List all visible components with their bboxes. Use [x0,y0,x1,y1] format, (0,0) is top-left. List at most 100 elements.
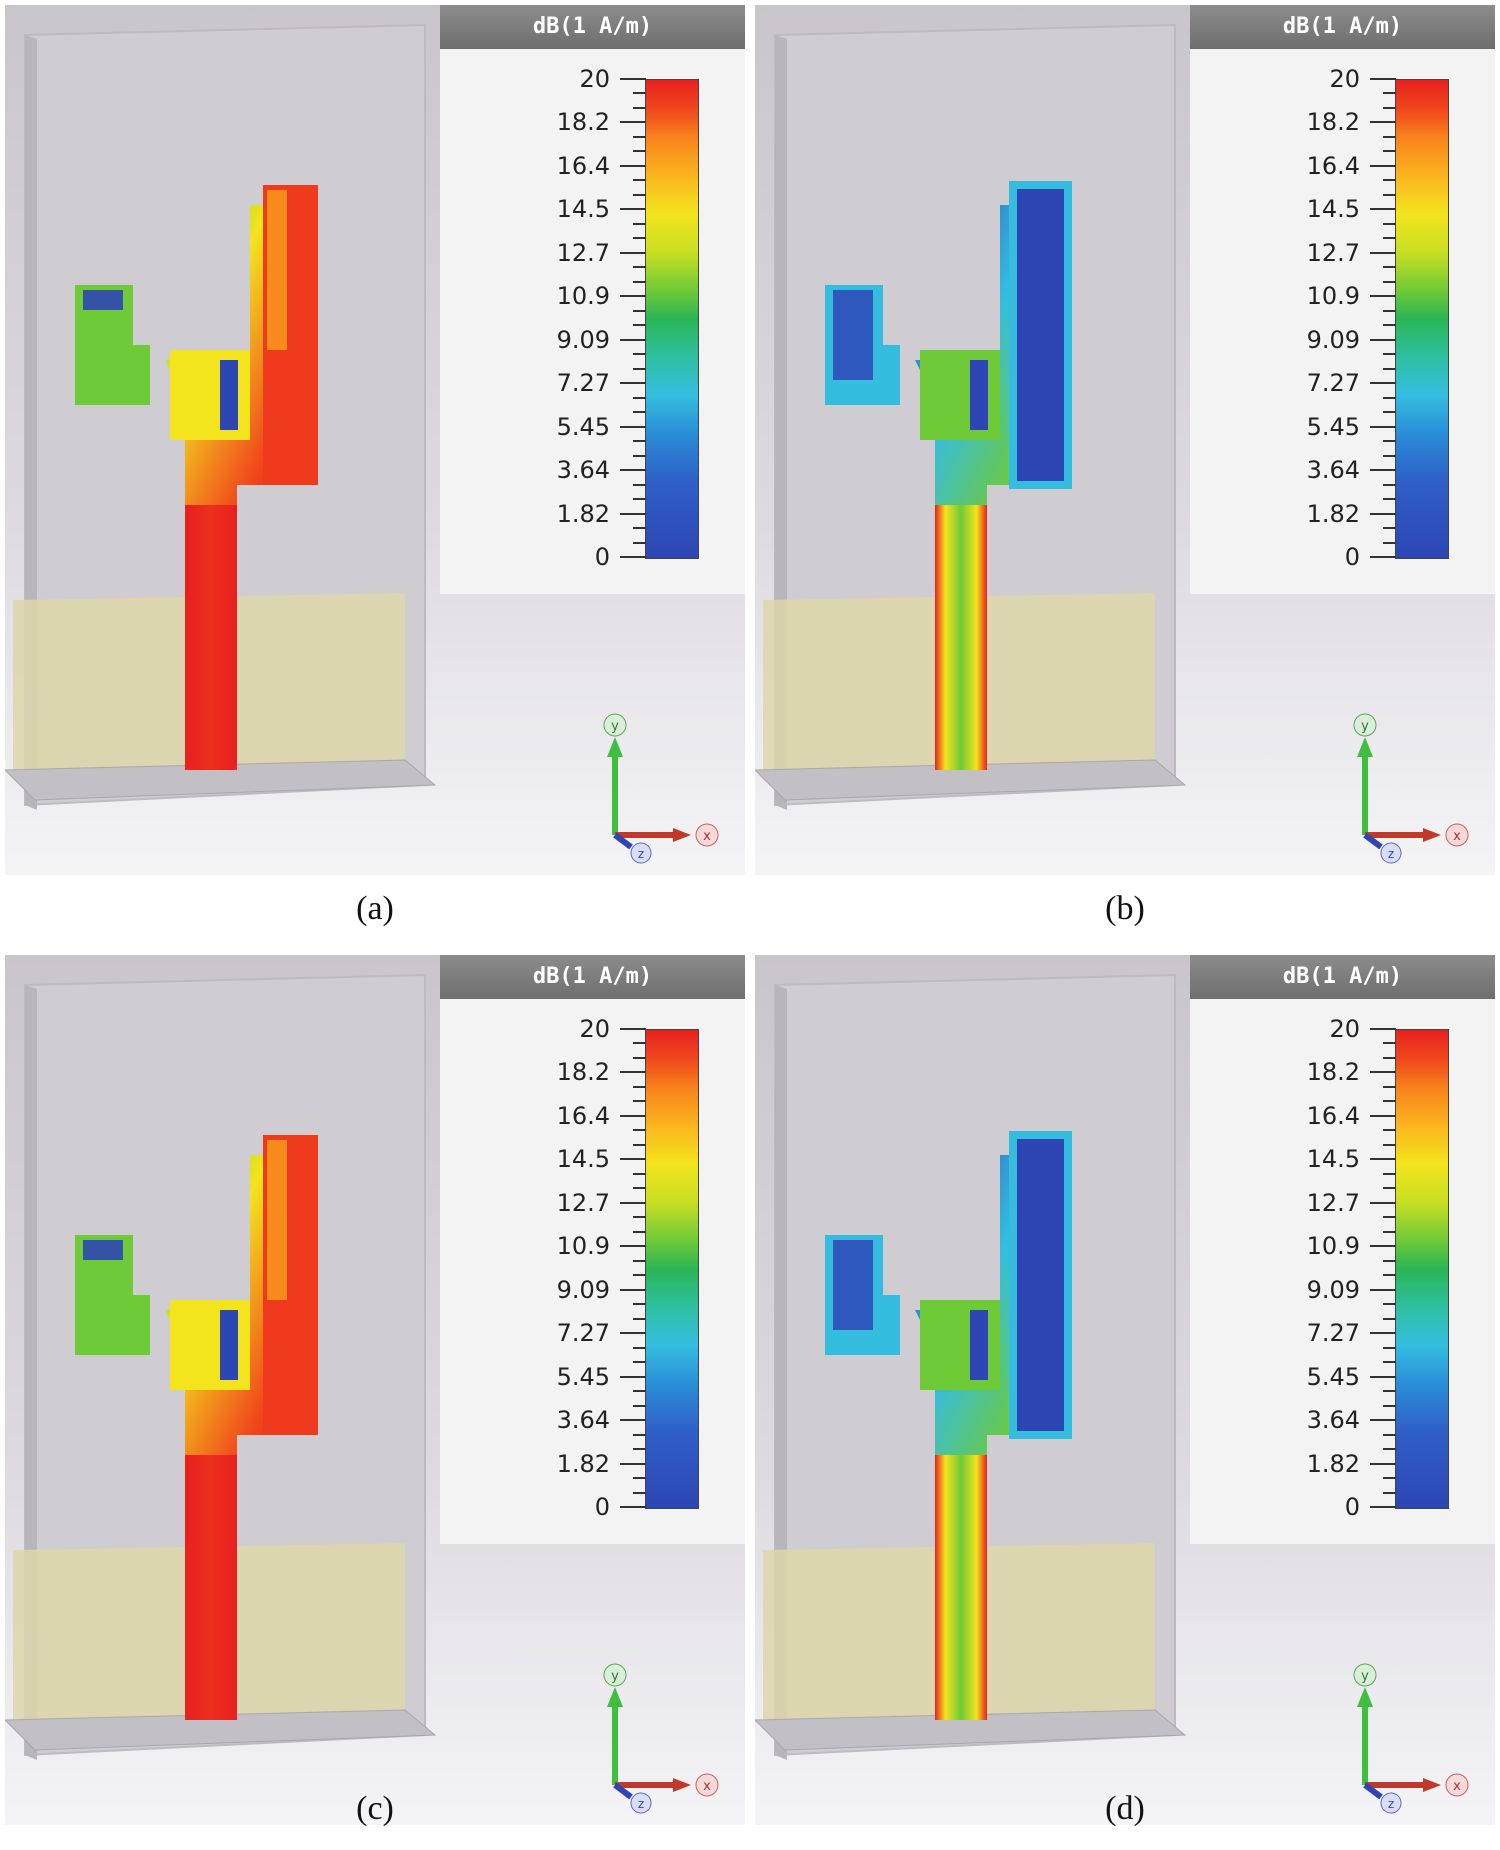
legend-tick-label: 18.2 [1306,1058,1360,1087]
color-scale-bar [645,1029,699,1509]
legend-minor-tick [1383,193,1396,196]
legend-minor-tick [633,150,646,153]
legend-minor-tick [633,179,646,182]
legend-tick-label: 1.82 [1306,1449,1360,1478]
legend-minor-tick [633,1259,646,1262]
legend-minor-tick [633,324,646,327]
legend-minor-tick [633,135,646,138]
legend-tick [620,338,646,341]
legend-tick-label: 16.4 [556,1101,610,1130]
legend-unit: dB(1 A/m) [440,955,745,999]
legend-tick-label: 14.5 [556,1145,610,1174]
legend-tick [1370,1028,1396,1030]
legend-tick [1370,1288,1396,1291]
legend-tick [1370,1419,1396,1422]
legend-tick-label: 3.64 [556,1406,610,1435]
legend-minor-tick [1383,280,1396,283]
legend-minor-tick [1383,1259,1396,1262]
legend-tick-label: 16.4 [1306,151,1360,180]
legend-tick [1370,1158,1396,1161]
legend-minor-tick [633,527,646,530]
legend-tick [620,251,646,254]
legend-minor-tick [1383,454,1396,457]
legend-tick [1370,1114,1396,1117]
legend: 20 18.2 16.4 14.5 12.7 10.9 9.09 7.27 5.45 3.64 1.… [1190,999,1495,1544]
axis-y-label: y [611,719,619,734]
legend-minor-tick [633,1477,646,1480]
color-scale-bar [645,79,699,559]
legend-tick [1370,1071,1396,1074]
legend-tick-label: 20 [579,1015,610,1043]
legend-tick [620,1375,646,1378]
legend-tick [620,1201,646,1204]
legend-tick-label: 1.82 [1306,499,1360,528]
legend-minor-tick [1383,106,1396,109]
legend-minor-tick [1383,483,1396,486]
legend-tick-label: 16.4 [1306,1101,1360,1130]
simulation-panel: y x z dB(1 A/m) 20 18.2 16.4 14.5 12.7 10.9 9.09 7.… [755,955,1495,1825]
legend-minor-tick [1383,135,1396,138]
axis-y-label: y [1361,719,1369,734]
panel-caption: (d) [1105,1790,1145,1827]
legend-minor-tick [633,1085,646,1088]
legend-tick-label: 18.2 [556,108,610,137]
legend-minor-tick [1383,367,1396,370]
legend-tick-label: 16.4 [556,151,610,180]
legend-tick-label: 9.09 [1306,325,1360,354]
axis-triad: y x z [603,713,719,864]
legend-tick [1370,208,1396,211]
legend-tick [620,382,646,385]
legend-tick [1370,425,1396,428]
legend-minor-tick [1383,1491,1396,1494]
legend-minor-tick [633,396,646,399]
legend-minor-tick [1383,237,1396,240]
legend-minor-tick [633,280,646,283]
legend-minor-tick [633,1230,646,1233]
legend-tick [620,295,646,298]
color-scale-bar [1395,79,1449,559]
legend-tick-label: 5.45 [1306,1362,1360,1391]
legend-tick [1370,251,1396,254]
axis-x-label: x [703,1779,711,1794]
legend-minor-tick [633,1042,646,1045]
legend-minor-tick [1383,324,1396,327]
legend-minor-tick [633,411,646,414]
legend-minor-tick [633,193,646,196]
legend-minor-tick [1383,498,1396,501]
axis-z-label: z [638,847,644,861]
axis-x-label: x [1453,1779,1461,1794]
legend-tick [620,1028,646,1030]
legend-tick-label: 1.82 [556,1449,610,1478]
legend-minor-tick [1383,1390,1396,1393]
legend-minor-tick [1383,353,1396,356]
legend-tick-label: 7.27 [1306,1319,1360,1348]
legend-tick-label: 10.9 [556,1232,610,1261]
color-scale-bar [1395,1029,1449,1509]
legend-minor-tick [633,1274,646,1277]
legend-minor-tick [633,541,646,544]
legend-tick-label: 1.82 [556,499,610,528]
legend-tick-label: 0 [594,1493,610,1521]
axis-x-label: x [703,829,711,844]
legend-tick-label: 14.5 [1306,195,1360,224]
base-plate [755,759,1187,801]
legend-minor-tick [633,92,646,95]
legend-minor-tick [633,309,646,312]
legend-tick [620,121,646,124]
axis-z-label: z [638,1797,644,1811]
legend-minor-tick [633,237,646,240]
axis-triad: y x z [603,1663,719,1814]
legend-tick-label: 12.7 [1306,1188,1360,1217]
legend-unit: dB(1 A/m) [440,5,745,49]
legend-tick [1370,295,1396,298]
legend-tick-label: 9.09 [556,325,610,354]
legend-minor-tick [633,1404,646,1407]
legend-minor-tick [633,1448,646,1451]
legend-tick-label: 0 [1344,543,1360,571]
legend: 20 18.2 16.4 14.5 12.7 10.9 9.09 7.27 5.45 3.64 1.… [440,49,745,594]
legend-minor-tick [633,367,646,370]
legend-tick [620,425,646,428]
legend-minor-tick [633,1491,646,1494]
legend-tick [620,1506,646,1508]
legend-tick-label: 10.9 [1306,1232,1360,1261]
